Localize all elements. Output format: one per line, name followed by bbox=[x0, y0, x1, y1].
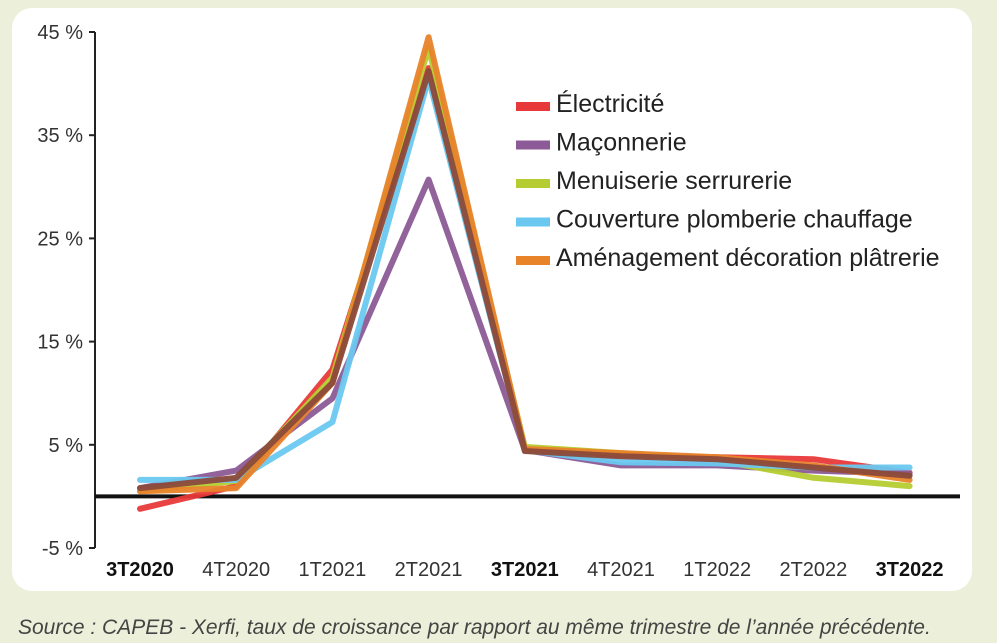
growth-line-chart: -5 % 5 % 15 % 25 % 35 % 45 % 3T2020 4T2020 1T202… bbox=[37, 22, 960, 581]
legend-label: Menuiserie serrurerie bbox=[556, 167, 792, 195]
x-tick-label: 2T2022 bbox=[779, 559, 847, 581]
source-note: Source : CAPEB - Xerfi, taux de croissan… bbox=[18, 616, 931, 639]
y-tick-label: 15 % bbox=[37, 332, 83, 354]
series-lines bbox=[137, 34, 913, 512]
legend-label: Maçonnerie bbox=[556, 129, 687, 157]
x-tick-label: 3T2020 bbox=[106, 559, 174, 581]
legend-label: Aménagement décoration plâtrerie bbox=[556, 244, 940, 272]
x-tick-label: 1T2021 bbox=[298, 559, 366, 581]
y-tick-label: 35 % bbox=[37, 125, 83, 147]
series-line bbox=[137, 68, 913, 492]
x-tick-label: 4T2020 bbox=[202, 559, 270, 581]
legend-swatch bbox=[516, 217, 550, 227]
x-tick-label: 2T2021 bbox=[395, 559, 463, 581]
y-tick-label: 25 % bbox=[37, 228, 83, 250]
axes: -5 % 5 % 15 % 25 % 35 % 45 % 3T2020 4T2020 1T202… bbox=[37, 22, 960, 581]
legend-label: Couverture plomberie chauffage bbox=[556, 206, 913, 234]
y-tick-label: -5 % bbox=[42, 538, 83, 560]
legend-label: Électricité bbox=[556, 89, 664, 118]
legend-swatch bbox=[516, 140, 550, 150]
y-tick-label: 5 % bbox=[49, 435, 84, 457]
legend-swatch bbox=[516, 102, 550, 111]
y-tick-label: 45 % bbox=[37, 22, 83, 44]
x-tick-label: 3T2022 bbox=[876, 559, 944, 581]
x-tick-label: 3T2021 bbox=[491, 559, 559, 581]
legend-swatch bbox=[516, 179, 550, 188]
x-tick-label: 4T2021 bbox=[587, 559, 655, 581]
x-tick-label: 1T2022 bbox=[683, 559, 751, 581]
series-line bbox=[137, 75, 913, 483]
legend-swatch bbox=[516, 256, 550, 265]
legend: Électricité Maçonnerie Menuiserie serrurer… bbox=[516, 89, 940, 272]
